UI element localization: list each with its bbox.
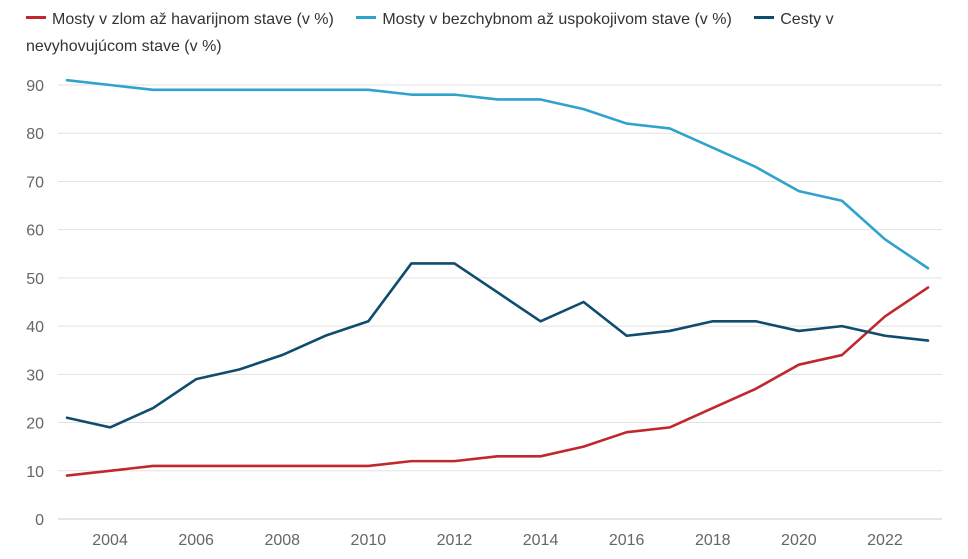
chart-legend: Mosty v zlom až havarijnom stave (v %) M… [26, 6, 926, 60]
legend-item-bridges-good[interactable]: Mosty v bezchybnom až uspokojivom stave … [356, 11, 732, 28]
y-tick-label: 50 [26, 271, 44, 288]
y-tick-label: 70 [26, 174, 44, 191]
y-tick-label: 0 [35, 512, 44, 529]
x-tick-label: 2004 [92, 532, 128, 549]
x-tick-label: 2014 [523, 532, 559, 549]
legend-item-roads-poor[interactable]: Cesty v nevyhovujúcom stave (v %) [26, 11, 834, 55]
legend-label-bridges-poor: Mosty v zlom až havarijnom stave (v %) [52, 11, 334, 28]
y-tick-label: 20 [26, 416, 44, 433]
y-tick-label: 30 [26, 367, 44, 384]
y-tick-label: 10 [26, 464, 44, 481]
y-tick-label: 90 [26, 78, 44, 95]
series-line-0 [65, 286, 930, 477]
legend-label-bridges-good: Mosty v bezchybnom až uspokojivom stave … [382, 11, 732, 28]
series-line-1 [65, 78, 930, 270]
legend-item-bridges-poor[interactable]: Mosty v zlom až havarijnom stave (v %) [26, 11, 334, 28]
x-tick-label: 2018 [695, 532, 731, 549]
legend-label-roads-poor: Cesty v nevyhovujúcom stave (v %) [26, 11, 834, 55]
x-tick-label: 2016 [609, 532, 645, 549]
x-tick-label: 2020 [781, 532, 817, 549]
y-tick-label: 40 [26, 319, 44, 336]
x-tick-label: 2022 [867, 532, 903, 549]
x-tick-label: 2008 [264, 532, 300, 549]
series-line-2 [65, 262, 930, 429]
y-tick-label: 60 [26, 223, 44, 240]
legend-swatch-bridges-poor [26, 16, 46, 20]
legend-swatch-bridges-good [356, 16, 377, 20]
x-tick-label: 2006 [178, 532, 214, 549]
x-tick-label: 2010 [351, 532, 387, 549]
x-tick-label: 2012 [437, 532, 473, 549]
y-tick-label: 80 [26, 126, 44, 143]
legend-swatch-roads-poor [754, 16, 775, 20]
